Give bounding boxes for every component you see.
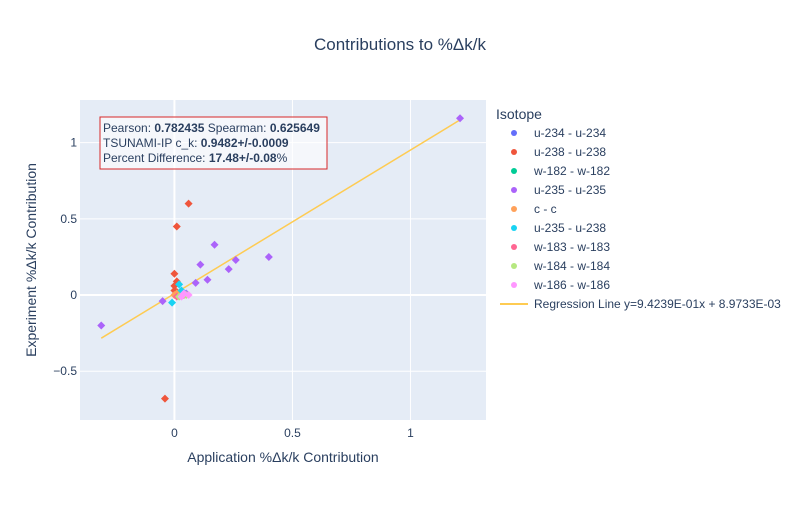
stats-annotation: Pearson: 0.782435 Spearman: 0.625649TSUN… [99, 116, 328, 170]
annotation-segment: Spearman: [204, 121, 269, 135]
annotation-segment: 0.625649 [270, 121, 320, 135]
data-point[interactable] [210, 240, 219, 249]
annotation-box [99, 116, 328, 170]
legend-label: u-238 - u-238 [534, 145, 606, 159]
y-axis-label: Experiment %Δk/k Contribution [23, 163, 39, 357]
legend-label: Regression Line y=9.4239E-01x + 8.9733E-… [534, 297, 781, 311]
legend-item[interactable]: u-235 - u-235 [511, 183, 606, 197]
x-tick-label: 0 [171, 426, 178, 440]
annotation-segment: 17.48+/-0.08 [209, 151, 277, 165]
annotation-segment: Percent Difference: [103, 151, 209, 165]
legend-marker [511, 206, 517, 212]
legend-item[interactable]: c - c [511, 202, 557, 216]
annotation-segment: 0.782435 [154, 121, 204, 135]
legend-marker [511, 244, 517, 250]
x-axis-label: Application %Δk/k Contribution [187, 449, 378, 465]
legend-item[interactable]: w-186 - w-186 [511, 278, 610, 292]
legend-label: w-184 - w-184 [533, 259, 610, 273]
legend-marker [511, 130, 517, 136]
x-tick-label: 0.5 [284, 426, 301, 440]
legend-item[interactable]: w-182 - w-182 [511, 164, 610, 178]
legend-label: u-235 - u-235 [534, 183, 606, 197]
x-tick-label: 1 [407, 426, 414, 440]
chart-title: Contributions to %Δk/k [314, 35, 486, 54]
data-point[interactable] [196, 260, 205, 269]
legend-item[interactable]: w-184 - w-184 [511, 259, 610, 273]
y-tick-label: 0 [70, 288, 77, 302]
data-point[interactable] [160, 394, 169, 403]
legend-label: w-186 - w-186 [533, 278, 610, 292]
data-point[interactable] [175, 280, 184, 289]
legend-marker [511, 187, 517, 193]
data-point[interactable] [184, 199, 193, 208]
legend-label: w-182 - w-182 [533, 164, 610, 178]
annotation-line1: Pearson: 0.782435 Spearman: 0.625649 [103, 121, 320, 135]
data-point[interactable] [170, 269, 179, 278]
data-point[interactable] [168, 298, 177, 307]
data-point[interactable] [224, 265, 233, 274]
data-point[interactable] [231, 256, 240, 264]
annotation-segment: 0.9482+/-0.0009 [201, 136, 289, 150]
axes: 0 0.5 1 −0.5 0 0.5 1 [53, 136, 414, 440]
annotation-line2: TSUNAMI-IP c_k: 0.9482+/-0.0009 [103, 136, 289, 150]
data-point[interactable] [179, 289, 188, 298]
legend-marker [511, 168, 517, 174]
data-point[interactable] [203, 275, 212, 284]
legend-marker [511, 263, 517, 269]
legend-title: Isotope [496, 106, 542, 122]
data-point[interactable] [264, 252, 273, 261]
legend-item-regression[interactable]: Regression Line y=9.4239E-01x + 8.9733E-… [500, 297, 781, 311]
legend-label: u-235 - u-238 [534, 221, 606, 235]
data-marks [97, 114, 465, 403]
legend[interactable]: Isotope u-234 - u-234 u-238 - u-238 w-182 -… [496, 106, 781, 311]
legend-marker [511, 149, 517, 155]
legend-item[interactable]: u-238 - u-238 [511, 145, 606, 159]
annotation-line3: Percent Difference: 17.48+/-0.08% [103, 151, 288, 165]
annotation-segment: TSUNAMI-IP c_k: [103, 136, 201, 150]
data-point[interactable] [456, 114, 465, 123]
annotation-segment: % [277, 151, 288, 165]
y-tick-label: −0.5 [53, 364, 77, 378]
legend-marker [511, 282, 517, 288]
y-tick-label: 0.5 [60, 212, 77, 226]
y-tick-label: 1 [70, 136, 77, 150]
legend-item[interactable]: u-234 - u-234 [511, 126, 606, 140]
annotation-segment: Pearson: [103, 121, 154, 135]
data-point[interactable] [172, 222, 181, 231]
data-point[interactable] [158, 297, 167, 306]
legend-label: u-234 - u-234 [534, 126, 606, 140]
legend-marker [511, 225, 517, 231]
legend-label: c - c [534, 202, 557, 216]
legend-item[interactable]: w-183 - w-183 [511, 240, 610, 254]
data-point[interactable] [97, 321, 106, 330]
legend-label: w-183 - w-183 [533, 240, 610, 254]
data-point[interactable] [191, 278, 200, 287]
legend-item[interactable]: u-235 - u-238 [511, 221, 606, 235]
